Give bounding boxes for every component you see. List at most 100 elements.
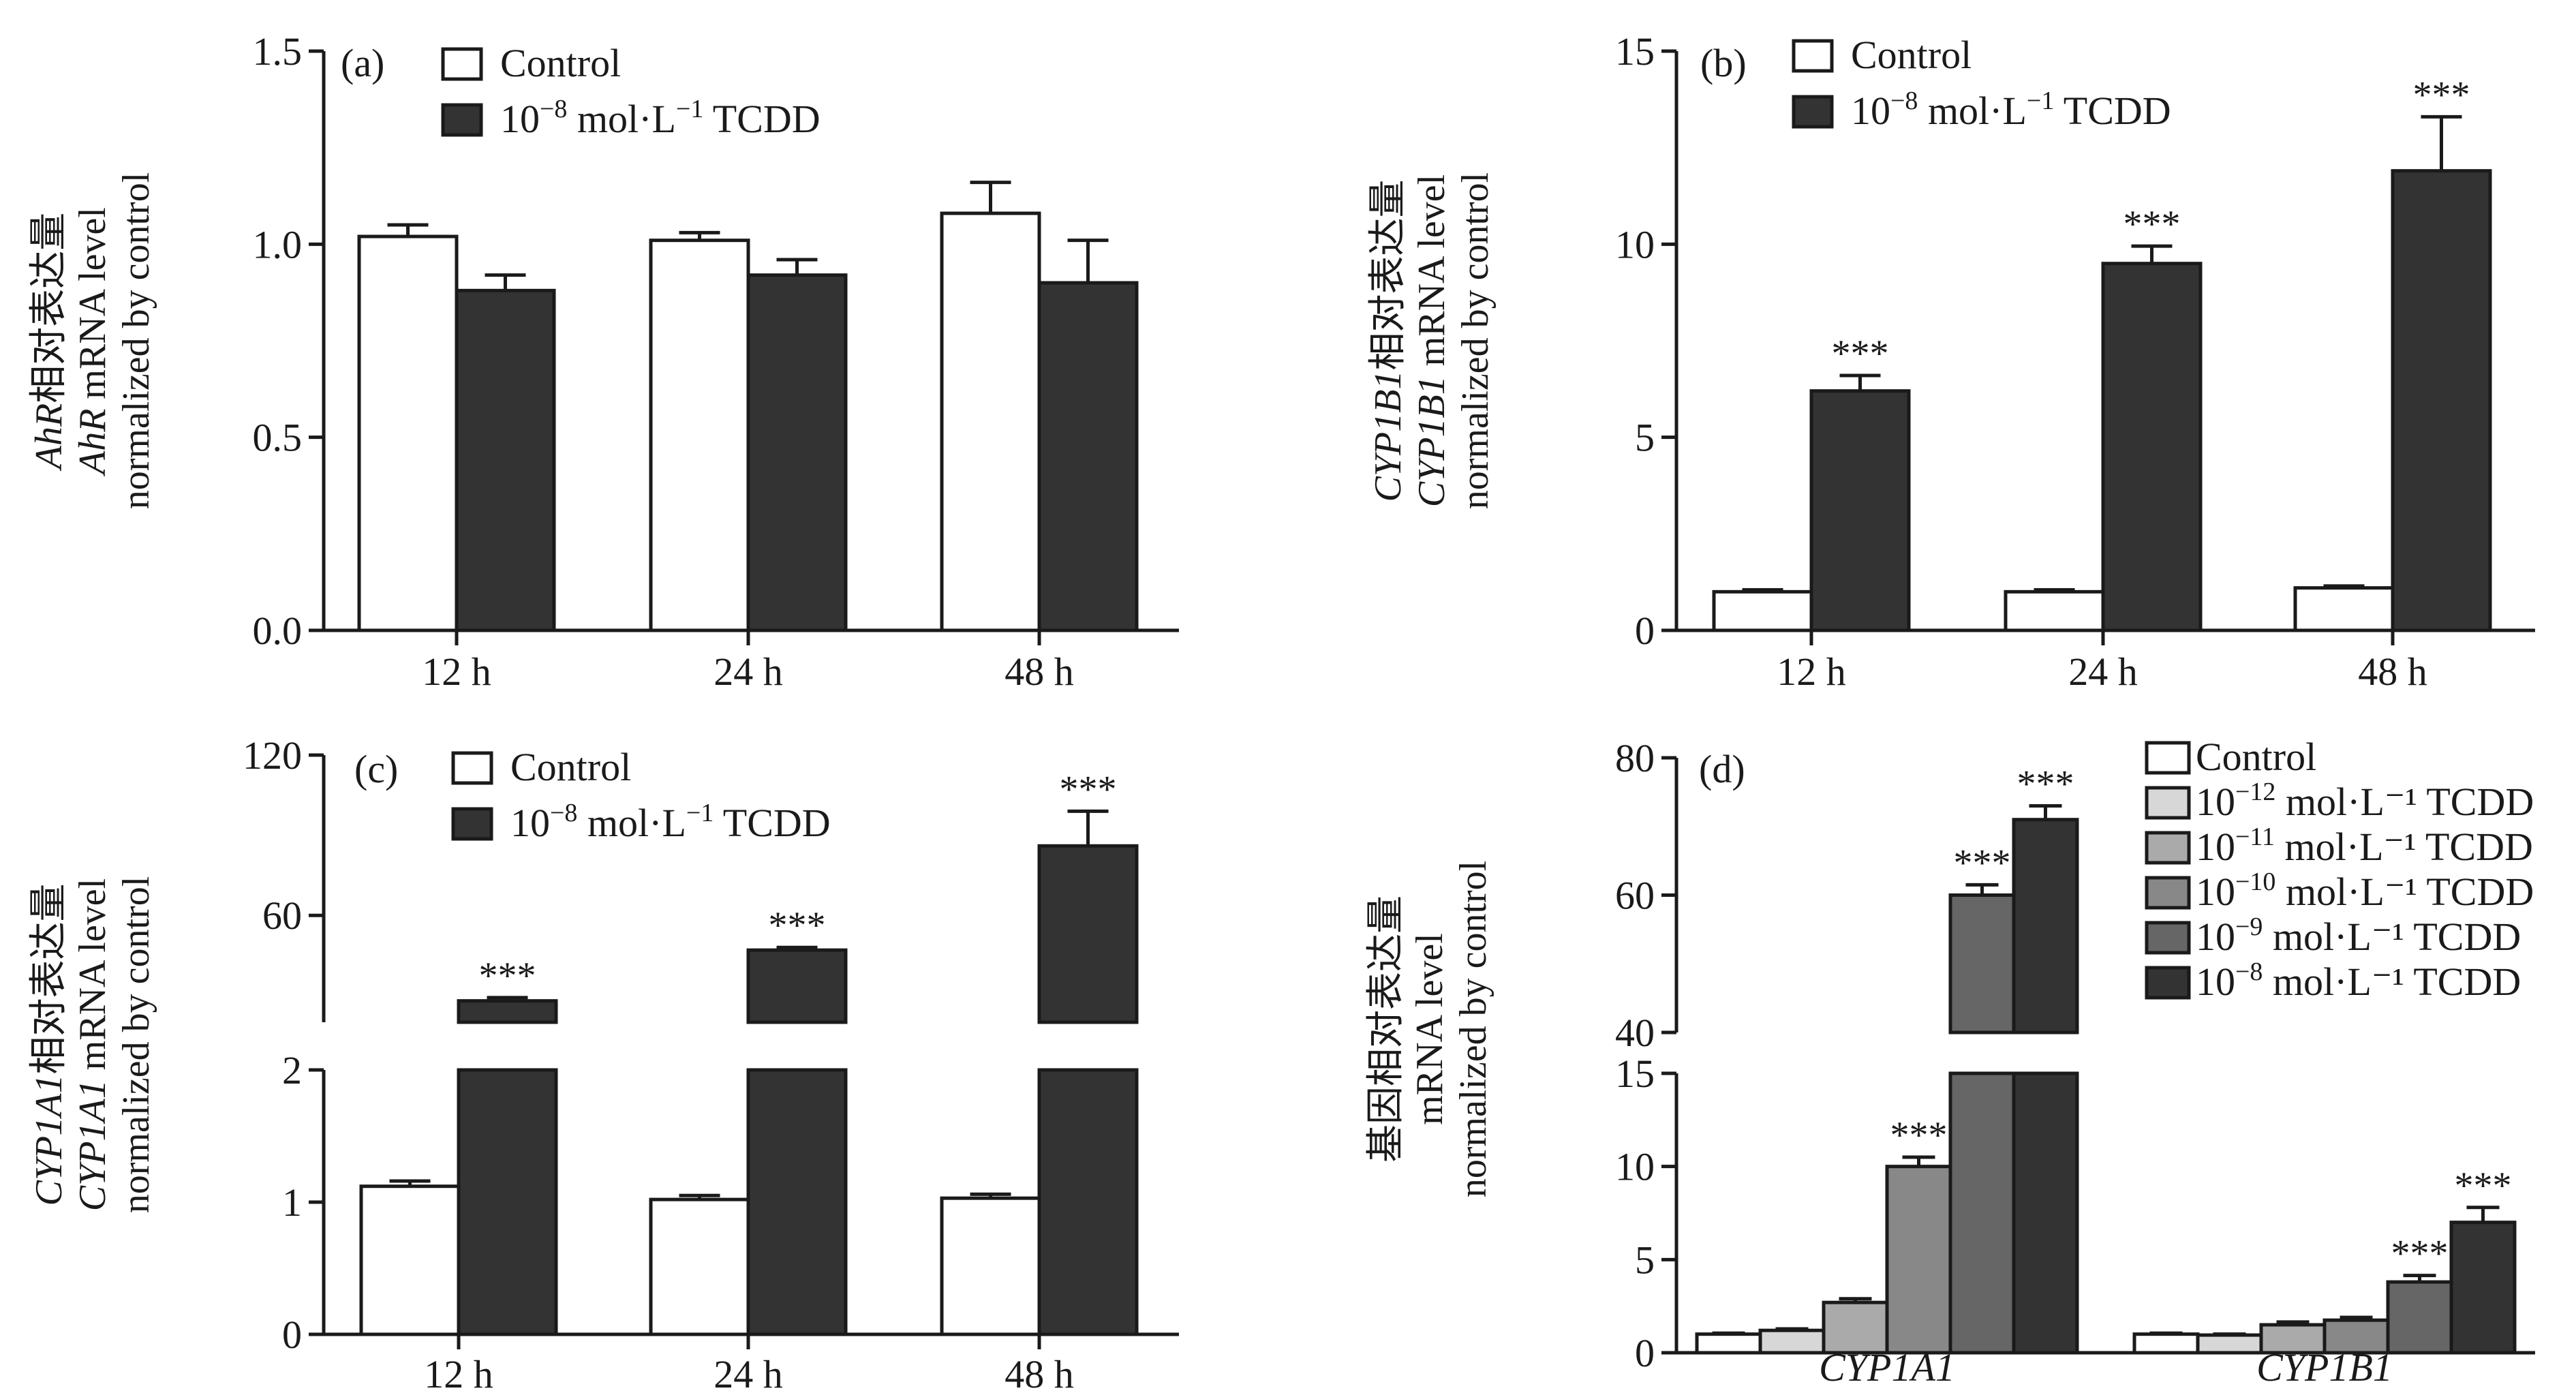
legend-swatch-tcdd xyxy=(1792,95,1834,129)
bar-control-2 xyxy=(940,1196,1041,1336)
significance-label: *** xyxy=(2123,203,2181,245)
significance-label: *** xyxy=(769,904,826,947)
y-axis-label: normalized by control xyxy=(1452,861,1494,1198)
y-tick-label: 1.0 xyxy=(253,222,303,266)
y-axis-label: normalized by control xyxy=(115,172,157,510)
significance-label: *** xyxy=(2391,1233,2449,1275)
bar-control-2 xyxy=(2293,586,2395,632)
error-bar xyxy=(2323,584,2365,588)
error-bar xyxy=(1775,1327,1809,1331)
error-bar xyxy=(1742,588,1783,592)
error-bar xyxy=(387,223,429,236)
legend-label-0: Control xyxy=(2196,735,2316,779)
legend-label-control: Control xyxy=(1851,33,1972,77)
x-tick-label: 24 h xyxy=(2068,649,2138,694)
bar-3-1 xyxy=(2322,1318,2390,1355)
bar-tcdd-lower-1 xyxy=(746,1068,848,1336)
bar-lower-4-0 xyxy=(1948,1071,2016,1355)
legend-label-5: 10−8 mol·L⁻¹ TCDD xyxy=(2196,957,2521,1004)
bar-control-1 xyxy=(649,1197,750,1336)
legend-swatch-tcdd xyxy=(451,807,493,841)
bar-tcdd-upper-0 xyxy=(457,999,558,1024)
y-tick-label: 2 xyxy=(282,1048,302,1092)
significance-label: *** xyxy=(479,955,536,997)
bar-2-0 xyxy=(1822,1300,1889,1355)
error-bar xyxy=(2213,1332,2246,1336)
error-bar xyxy=(776,945,818,951)
y-tick-label: 0.5 xyxy=(253,416,303,460)
bar-lower-5-0 xyxy=(2012,1071,2079,1355)
error-bar xyxy=(2131,244,2173,264)
x-tick-label: 48 h xyxy=(2358,649,2427,694)
y-tick-label: 0 xyxy=(1635,609,1655,653)
bar-tcdd-2 xyxy=(1037,281,1139,632)
bar-control-0 xyxy=(359,1184,461,1336)
y-tick-label: 5 xyxy=(1635,1238,1655,1282)
bar-5-1 xyxy=(2449,1221,2517,1355)
y-tick-label: 80 xyxy=(1615,736,1655,780)
panel-label: (b) xyxy=(1700,41,1747,85)
legend-label-control: Control xyxy=(500,41,621,85)
legend-label-tcdd: 10−8 mol·L−1 TCDD xyxy=(510,799,831,845)
legend-swatch-4 xyxy=(2145,921,2191,955)
chart-panel-c: 0 1 2 60 120 12 h 24 h 48 h *** *** *** (c) Control 1… xyxy=(28,733,1179,1395)
y-axis-label: mRNA level xyxy=(1409,933,1451,1125)
bar-tcdd-lower-2 xyxy=(1037,1068,1139,1336)
legend-label-3: 10−10 mol·L⁻¹ TCDD xyxy=(2196,868,2534,914)
y-tick-label: 10 xyxy=(1615,1145,1655,1189)
error-bar xyxy=(970,181,1011,213)
legend-label-2: 10−11 mol·L⁻¹ TCDD xyxy=(2196,823,2533,869)
error-bar xyxy=(2276,1320,2310,1325)
error-bar xyxy=(776,258,818,275)
bar-tcdd-upper-1 xyxy=(746,948,848,1024)
legend-label-tcdd: 10−8 mol·L−1 TCDD xyxy=(1851,87,2171,133)
error-bar xyxy=(1712,1331,1745,1335)
legend-label-tcdd: 10−8 mol·L−1 TCDD xyxy=(500,95,821,141)
error-bar xyxy=(2421,114,2462,171)
x-tick-label: 48 h xyxy=(1005,1352,1074,1395)
bar-control-2 xyxy=(940,211,1041,632)
bar-0-1 xyxy=(2132,1332,2200,1355)
legend-label-4: 10−9 mol·L⁻¹ TCDD xyxy=(2196,913,2521,959)
bar-control-1 xyxy=(649,239,750,632)
significance-label: *** xyxy=(1890,1114,1948,1156)
bar-3-0 xyxy=(1885,1165,1952,1355)
significance-label: *** xyxy=(1954,842,2011,884)
error-bar xyxy=(1067,239,1109,283)
legend-swatch-control xyxy=(451,751,493,785)
x-tick-label: 12 h xyxy=(424,1352,493,1395)
y-tick-label: 10 xyxy=(1615,222,1655,266)
error-bar xyxy=(1839,373,1881,391)
error-bar xyxy=(679,1193,720,1200)
error-bar xyxy=(2149,1331,2183,1335)
bar-1-1 xyxy=(2196,1333,2263,1355)
error-bar xyxy=(2403,1274,2436,1283)
y-axis-label: 基因相对表达量 xyxy=(1365,895,1407,1163)
error-bar xyxy=(487,996,528,1001)
y-tick-label: 120 xyxy=(243,733,302,778)
significance-label: *** xyxy=(2413,74,2470,116)
chart-panel-b: 0 5 10 15 12 h 24 h 48 h *** *** *** (b) Control 10−… xyxy=(1367,29,2535,694)
y-axis-label: CYP1A1 mRNA level xyxy=(72,878,114,1211)
error-bar xyxy=(2034,588,2075,592)
error-bar xyxy=(970,1192,1011,1199)
panel-label: (a) xyxy=(341,41,384,85)
error-bar xyxy=(1839,1297,1872,1303)
error-bar xyxy=(1902,1155,1935,1167)
y-tick-label: 15 xyxy=(1615,29,1655,74)
y-tick-label: 1 xyxy=(282,1180,302,1225)
bar-0-0 xyxy=(1695,1332,1762,1355)
significance-label: *** xyxy=(1060,768,1117,810)
significance-label: *** xyxy=(2017,763,2074,806)
error-bar xyxy=(1067,809,1109,846)
legend-swatch-control xyxy=(1792,39,1834,73)
legend-swatch-tcdd xyxy=(441,103,483,137)
error-bar xyxy=(389,1179,431,1186)
significance-label: *** xyxy=(2455,1165,2512,1207)
y-tick-label: 60 xyxy=(1615,874,1655,918)
chart-panel-a: 0.0 0.5 1.0 1.5 12 h 24 h 48 h (a) Control 10−8 m… xyxy=(28,29,1179,694)
y-tick-label: 0.0 xyxy=(253,609,303,653)
y-tick-label: 1.5 xyxy=(253,29,303,74)
